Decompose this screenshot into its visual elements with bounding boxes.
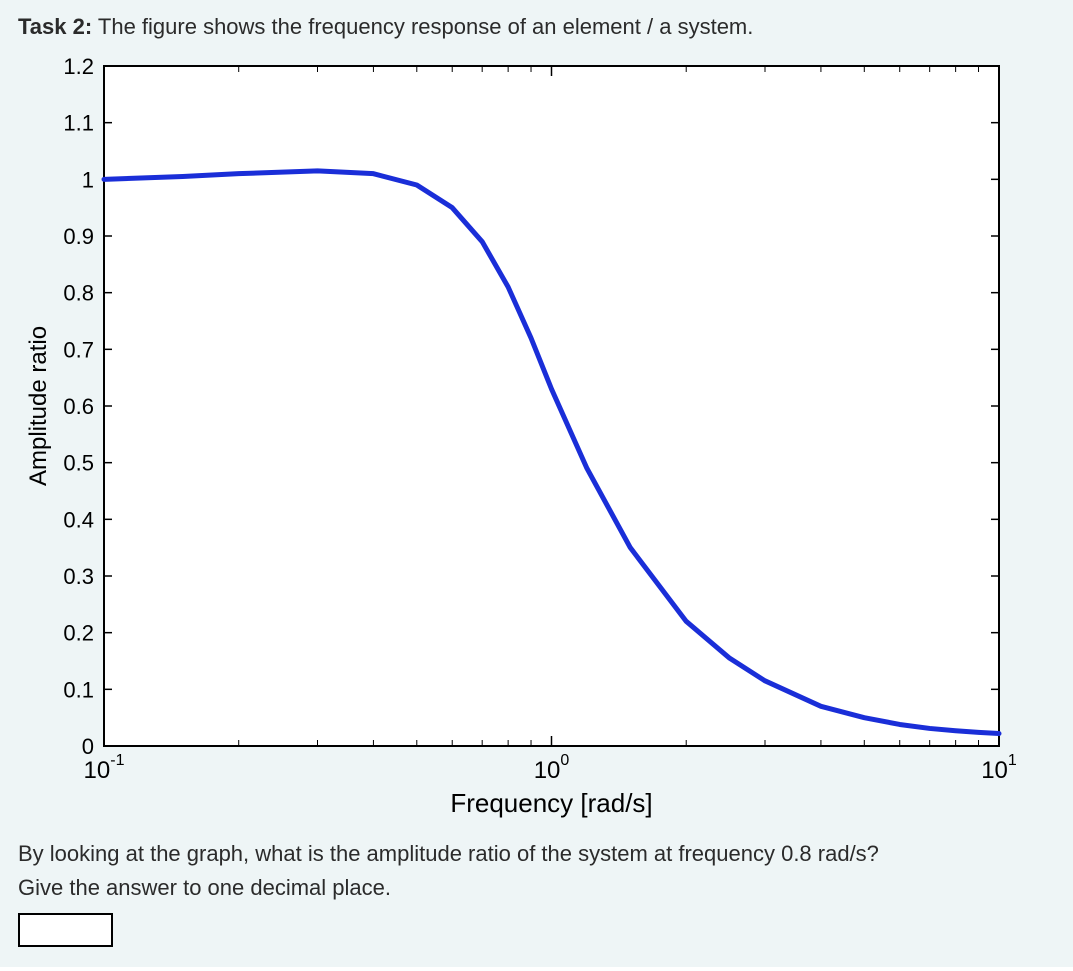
svg-text:0: 0	[82, 734, 94, 759]
svg-text:1.1: 1.1	[63, 111, 94, 136]
svg-text:1: 1	[82, 167, 94, 192]
task-text: The figure shows the frequency response …	[98, 14, 753, 39]
svg-text:0.6: 0.6	[63, 394, 94, 419]
svg-text:Frequency [rad/s]: Frequency [rad/s]	[450, 788, 652, 818]
svg-text:101: 101	[981, 752, 1017, 784]
svg-text:0.3: 0.3	[63, 564, 94, 589]
svg-text:0.2: 0.2	[63, 621, 94, 646]
task-label: Task 2:	[18, 14, 92, 39]
answer-input[interactable]	[18, 913, 113, 947]
frequency-response-chart: 0 0.1 0.2 0.3 0.4 0.5 0.6 0.7 0.8 0.9 1 1.1 1.2 10-1 1…	[24, 46, 1055, 831]
svg-text:0.7: 0.7	[63, 337, 94, 362]
svg-text:10-1: 10-1	[84, 752, 125, 784]
svg-text:0.9: 0.9	[63, 224, 94, 249]
task-card: Task 2: The figure shows the frequency r…	[0, 0, 1073, 967]
question-text: By looking at the graph, what is the amp…	[18, 841, 1055, 867]
svg-text:1.2: 1.2	[63, 54, 94, 79]
svg-text:0.8: 0.8	[63, 281, 94, 306]
task-title: Task 2: The figure shows the frequency r…	[18, 14, 1055, 40]
svg-text:0.1: 0.1	[63, 677, 94, 702]
svg-text:100: 100	[534, 752, 570, 784]
svg-text:Amplitude ratio: Amplitude ratio	[25, 326, 52, 486]
svg-text:0.5: 0.5	[63, 451, 94, 476]
instruction-text: Give the answer to one decimal place.	[18, 875, 1055, 901]
svg-text:0.4: 0.4	[63, 507, 94, 532]
